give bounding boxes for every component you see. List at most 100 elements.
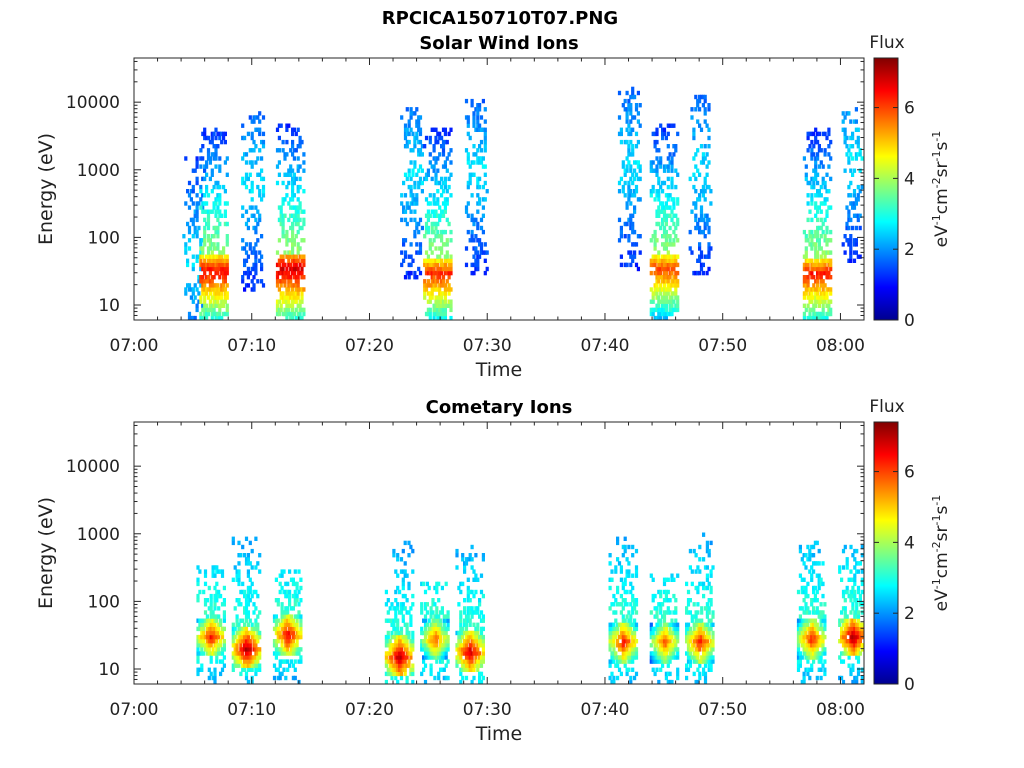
y-axis-label: Energy (eV) [35, 133, 57, 245]
cell [664, 643, 668, 648]
cell [851, 589, 855, 595]
cell [436, 229, 440, 235]
cell [398, 639, 402, 644]
cell [608, 561, 612, 566]
cell [474, 606, 478, 611]
cell [819, 270, 823, 276]
cell [428, 266, 432, 272]
cell [423, 630, 428, 636]
cell [664, 593, 668, 599]
cell [845, 614, 849, 619]
cell [843, 618, 847, 623]
cell [210, 315, 214, 321]
cell [447, 266, 451, 272]
cell [429, 622, 433, 627]
cell [852, 238, 857, 243]
cell [429, 614, 433, 619]
cell [672, 144, 676, 149]
cell [662, 217, 667, 223]
cell [815, 622, 819, 627]
cell [634, 655, 639, 660]
cell [206, 307, 211, 313]
cell [651, 234, 655, 239]
x-tick-label: 08:00 [816, 336, 865, 356]
cell [244, 172, 249, 177]
cell [278, 647, 282, 652]
cell [692, 131, 696, 137]
cell [796, 667, 801, 672]
cell [478, 643, 482, 648]
cell [655, 221, 659, 227]
cell [476, 184, 480, 190]
cell [407, 630, 411, 636]
cell [291, 205, 295, 210]
cell [250, 548, 254, 554]
cell [627, 610, 631, 615]
cell [187, 246, 192, 251]
cell [711, 647, 715, 652]
cell [442, 630, 446, 636]
cell [430, 221, 434, 227]
cell [664, 201, 668, 206]
cell [199, 283, 203, 288]
cell [409, 667, 413, 672]
cell [237, 602, 241, 607]
cell [855, 602, 859, 607]
cell [289, 630, 294, 636]
cell [810, 242, 814, 247]
cell [208, 254, 212, 259]
cell [853, 589, 857, 595]
cell [619, 131, 623, 137]
cell [256, 622, 260, 627]
cell [655, 156, 659, 161]
cell [804, 246, 808, 251]
cell [457, 651, 461, 656]
cell [806, 659, 810, 664]
cell [302, 287, 306, 292]
cell [659, 287, 663, 292]
cell [296, 127, 300, 132]
cell [829, 238, 833, 243]
cell [214, 201, 218, 206]
cell [258, 630, 262, 636]
cell [212, 184, 216, 190]
cell [709, 540, 713, 546]
cell [825, 258, 829, 263]
cell [436, 139, 440, 145]
cell [698, 254, 702, 259]
cell [610, 634, 614, 640]
cell [415, 123, 419, 128]
cell [625, 201, 629, 206]
cell [619, 593, 623, 599]
cell [843, 127, 847, 132]
cell [289, 148, 293, 153]
cell [694, 553, 698, 558]
cell [694, 225, 698, 231]
cell [436, 287, 440, 292]
cell [698, 675, 702, 681]
cell [621, 606, 625, 611]
cell [621, 614, 625, 619]
cell [277, 287, 281, 292]
cell [281, 234, 285, 239]
cell [813, 639, 817, 644]
cell [233, 663, 237, 668]
cell [427, 647, 431, 652]
cell [432, 287, 436, 292]
cell [214, 246, 218, 251]
cell [217, 643, 221, 648]
cell [439, 647, 443, 652]
cell [411, 634, 415, 640]
cell [666, 144, 670, 149]
cell [252, 119, 256, 124]
cell [438, 311, 442, 317]
cell [633, 168, 637, 173]
cell [661, 311, 665, 317]
cell [476, 254, 480, 259]
cell [246, 610, 250, 615]
cell [198, 589, 202, 595]
cell [617, 659, 622, 664]
cell [195, 307, 199, 313]
cell [623, 548, 627, 554]
cell [252, 663, 256, 668]
